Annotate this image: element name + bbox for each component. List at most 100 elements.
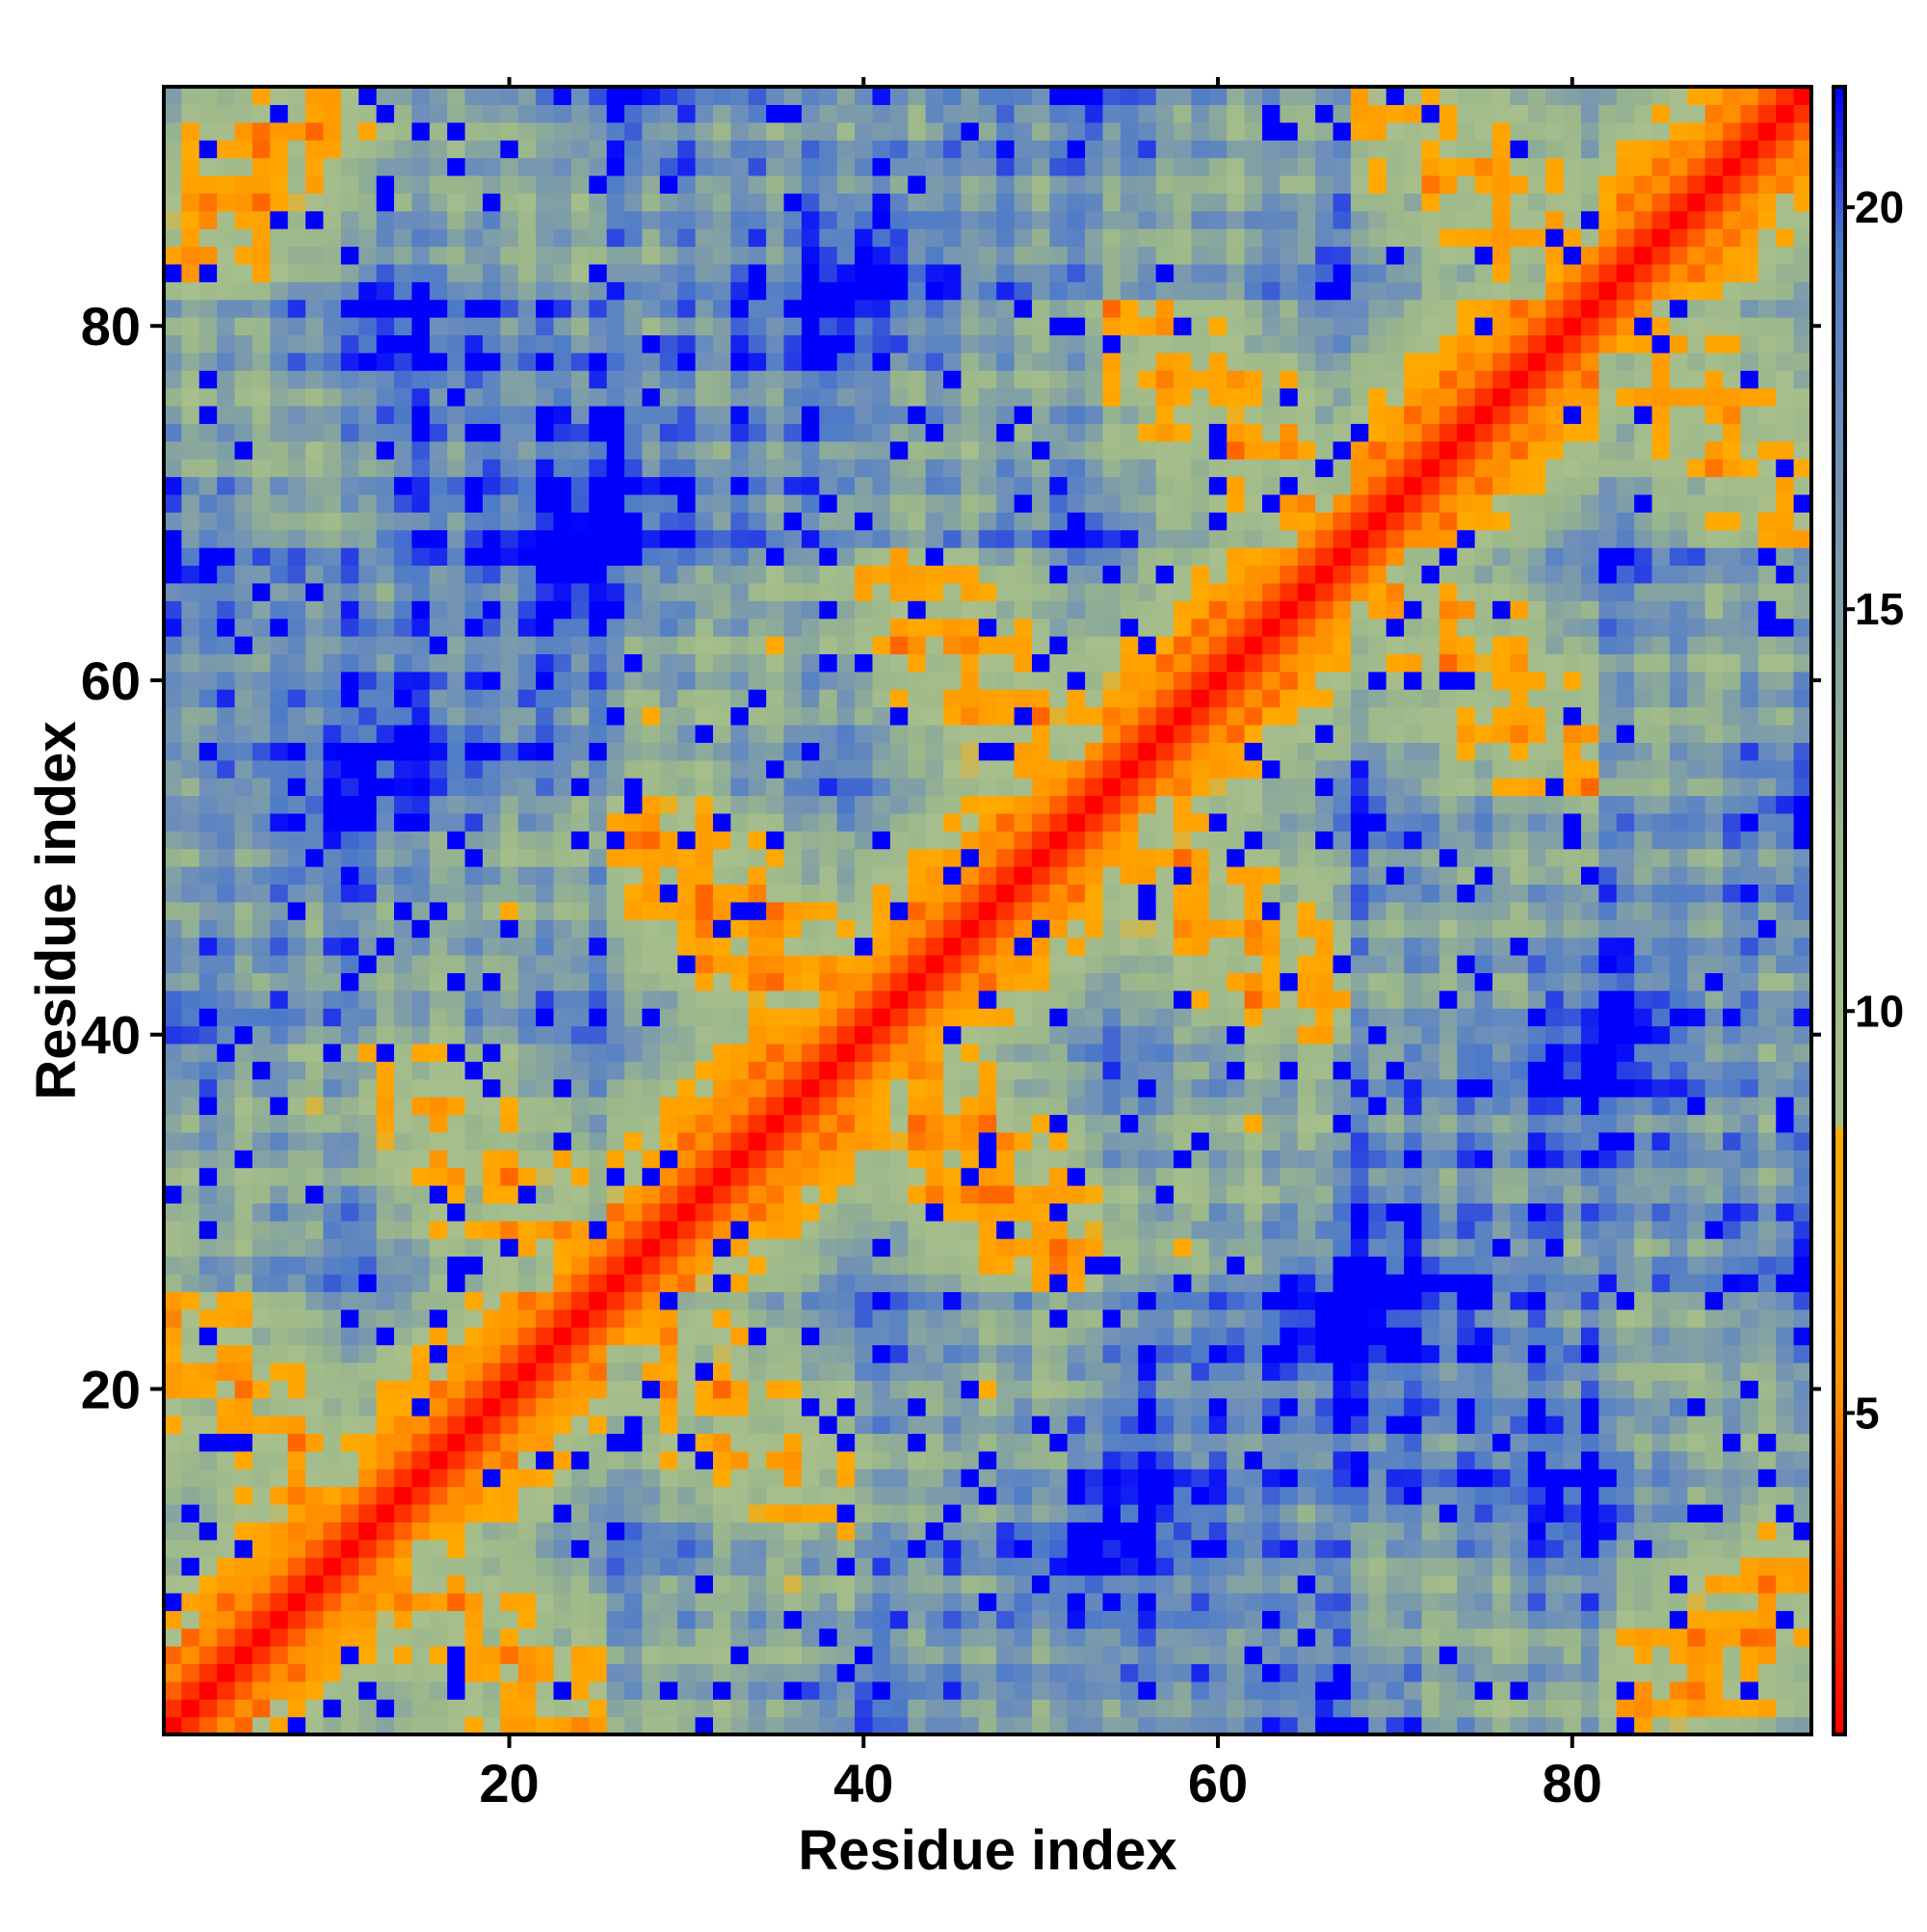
heatmap-cell <box>642 121 661 141</box>
heatmap-cell <box>1014 459 1033 478</box>
heatmap-cell <box>447 1663 466 1682</box>
heatmap-cell <box>553 547 572 567</box>
heatmap-cell <box>164 954 182 973</box>
heatmap-cell <box>819 1327 838 1346</box>
heatmap-cell <box>606 866 625 886</box>
heatmap-cell <box>376 1716 395 1735</box>
heatmap-cell <box>376 1575 395 1594</box>
heatmap-cell <box>695 919 714 939</box>
heatmap-cell <box>553 299 572 318</box>
heatmap-cell <box>323 246 342 265</box>
heatmap-cell <box>198 1291 218 1310</box>
heatmap-cell <box>978 1344 997 1363</box>
heatmap-cell <box>536 582 555 601</box>
heatmap-cell <box>659 1575 678 1594</box>
heatmap-cell <box>978 671 997 690</box>
heatmap-cell <box>517 140 537 159</box>
heatmap-cell <box>517 1008 537 1027</box>
heatmap-cell <box>270 1397 289 1416</box>
heatmap-cell <box>234 812 253 832</box>
heatmap-cell <box>1102 1078 1122 1098</box>
heatmap-cell <box>181 901 200 920</box>
heatmap-cell <box>908 140 927 159</box>
heatmap-cell <box>589 423 608 442</box>
heatmap-cell <box>978 1061 997 1080</box>
heatmap-cell <box>677 476 697 495</box>
heatmap-cell <box>589 1450 608 1469</box>
heatmap-cell <box>642 636 661 654</box>
heatmap-cell <box>713 121 731 141</box>
heatmap-cell <box>783 919 803 939</box>
heatmap-cell <box>1049 1522 1069 1541</box>
heatmap-cell <box>164 1397 182 1416</box>
heatmap-cell <box>181 1699 200 1718</box>
heatmap-cell <box>1102 671 1122 690</box>
heatmap-cell <box>624 1592 644 1611</box>
heatmap-cell <box>447 1344 466 1363</box>
heatmap-cell <box>429 512 448 531</box>
heatmap-cell <box>978 653 997 673</box>
heatmap-cell <box>766 1557 785 1576</box>
heatmap-cell <box>1085 759 1104 779</box>
heatmap-cell <box>961 1362 980 1381</box>
heatmap-cell <box>198 1663 218 1682</box>
heatmap-cell <box>340 972 359 992</box>
heatmap-cell <box>394 1416 413 1435</box>
heatmap-cell <box>730 1503 750 1522</box>
heatmap-cell <box>464 87 484 105</box>
heatmap-cell <box>855 87 874 105</box>
heatmap-cell <box>836 706 856 726</box>
heatmap-cell <box>358 653 378 673</box>
heatmap-cell <box>961 831 980 850</box>
heatmap-cell <box>925 1256 944 1275</box>
heatmap-cell <box>819 1592 838 1611</box>
heatmap-cell <box>305 1681 325 1700</box>
heatmap-cell <box>553 1592 572 1611</box>
heatmap-cell <box>164 1185 182 1204</box>
heatmap-cell <box>659 1008 678 1027</box>
heatmap-cell <box>517 724 537 743</box>
heatmap-cell <box>287 1185 306 1204</box>
heatmap-cell <box>872 317 891 336</box>
heatmap-cell <box>801 263 820 282</box>
heatmap-cell <box>978 1522 997 1541</box>
heatmap-cell <box>730 653 750 673</box>
heatmap-cell <box>464 1380 484 1399</box>
heatmap-cell <box>961 884 980 903</box>
heatmap-cell <box>783 352 803 371</box>
heatmap-cell <box>978 1008 997 1027</box>
heatmap-cell <box>517 1043 537 1062</box>
heatmap-cell <box>500 1043 519 1062</box>
heatmap-cell <box>270 157 289 176</box>
heatmap-cell <box>695 121 714 141</box>
heatmap-cell <box>642 1008 661 1027</box>
heatmap-cell <box>358 901 378 920</box>
heatmap-cell <box>889 618 909 637</box>
heatmap-cell <box>819 1416 838 1435</box>
heatmap-cell <box>836 547 856 567</box>
heatmap-cell <box>429 1628 448 1647</box>
heatmap-cell <box>251 1256 271 1275</box>
heatmap-cell <box>164 1150 182 1169</box>
heatmap-cell <box>1031 1450 1050 1469</box>
heatmap-cell <box>624 1256 644 1275</box>
heatmap-cell <box>695 228 714 248</box>
heatmap-cell <box>819 405 838 424</box>
heatmap-cell <box>340 1185 359 1204</box>
heatmap-cell <box>536 387 555 407</box>
heatmap-cell <box>340 440 359 460</box>
heatmap-cell <box>1014 1362 1033 1381</box>
heatmap-cell <box>589 1167 608 1186</box>
heatmap-cell <box>570 1450 590 1469</box>
heatmap-cell <box>198 884 218 903</box>
heatmap-cell <box>1049 1025 1069 1045</box>
heatmap-cell <box>270 1557 289 1576</box>
heatmap-cell <box>553 352 572 371</box>
heatmap-cell <box>624 1557 644 1576</box>
heatmap-cell <box>1014 812 1033 832</box>
heatmap-cell <box>589 1592 608 1611</box>
heatmap-cell <box>270 228 289 248</box>
heatmap-cell <box>943 459 963 478</box>
heatmap-cell <box>801 1025 820 1045</box>
heatmap-cell <box>872 565 891 584</box>
